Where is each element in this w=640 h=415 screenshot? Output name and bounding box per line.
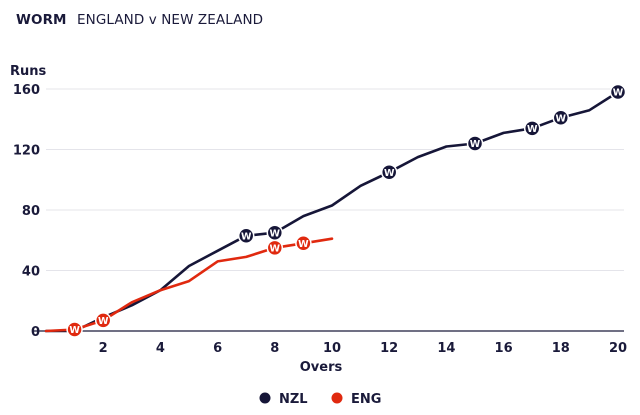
wicket-marker-circle bbox=[266, 239, 284, 257]
x-tick-label-18: 18 bbox=[552, 341, 570, 356]
wicket-marker-circle bbox=[523, 120, 541, 137]
x-tick-label-12: 12 bbox=[380, 341, 398, 356]
wicket-marker-circle bbox=[380, 163, 398, 181]
wicket-marker-label: W bbox=[270, 228, 281, 239]
legend-item-nzl: NZL bbox=[259, 392, 308, 407]
grid-lines bbox=[46, 88, 624, 271]
wicket-marker-label: W bbox=[613, 88, 624, 99]
x-tick-label-6: 6 bbox=[213, 341, 222, 356]
x-tick-label-20: 20 bbox=[609, 341, 627, 356]
wicket-marker-eng-over-8: W bbox=[266, 239, 284, 257]
y-tick-label-80: 80 bbox=[22, 204, 40, 219]
chart-title: WORM bbox=[16, 12, 67, 28]
legend-swatch-eng bbox=[331, 392, 343, 404]
y-tick-label-120: 120 bbox=[13, 144, 40, 159]
x-axis-label: Overs bbox=[300, 360, 343, 375]
y-axis-label: Runs bbox=[10, 64, 47, 79]
wicket-marker-label: W bbox=[527, 124, 538, 135]
wicket-marker-label: W bbox=[241, 231, 252, 242]
x-tick-label-8: 8 bbox=[270, 341, 279, 356]
legend: NZL ENG bbox=[259, 392, 381, 407]
wicket-marker-eng-over-1: W bbox=[66, 321, 83, 338]
wicket-marker-circle bbox=[552, 109, 570, 126]
legend-item-eng: ENG bbox=[331, 392, 381, 407]
wicket-marker-nzl-over-17: W bbox=[523, 120, 541, 137]
wicket-marker-label: W bbox=[270, 243, 281, 254]
x-tick-label-10: 10 bbox=[323, 341, 341, 356]
legend-label-nzl: NZL bbox=[279, 392, 308, 407]
wicket-marker-circle bbox=[609, 83, 627, 101]
series-line-nzl bbox=[44, 90, 620, 333]
wicket-marker-circle bbox=[237, 227, 255, 244]
wicket-marker-label: W bbox=[298, 239, 309, 250]
wicket-marker-circle bbox=[66, 321, 83, 338]
wicket-marker-label: W bbox=[470, 139, 481, 150]
series-line-eng bbox=[44, 237, 334, 333]
x-tick-label-16: 16 bbox=[495, 341, 513, 356]
wicket-marker-eng-over-2: W bbox=[94, 312, 112, 329]
wicket-marker-nzl-over-7: W bbox=[237, 227, 255, 244]
chart-header: WORM ENGLAND v NEW ZEALAND bbox=[16, 12, 263, 28]
wicket-marker-nzl-over-15: W bbox=[466, 135, 484, 152]
y-tick-label-0: 0 bbox=[31, 325, 40, 340]
wicket-marker-nzl-over-8: W bbox=[266, 224, 284, 241]
wicket-marker-nzl-over-18: W bbox=[552, 109, 570, 126]
series-lines bbox=[44, 90, 620, 333]
wicket-marker-nzl-over-12: W bbox=[380, 163, 398, 181]
wicket-marker-circle bbox=[295, 235, 312, 252]
wicket-marker-circle bbox=[466, 135, 484, 152]
legend-swatch-nzl bbox=[259, 392, 271, 404]
chart-subtitle: ENGLAND v NEW ZEALAND bbox=[77, 12, 264, 28]
wicket-marker-label: W bbox=[98, 316, 109, 327]
wicket-marker-label: W bbox=[556, 113, 567, 124]
y-tick-label-40: 40 bbox=[22, 265, 40, 280]
y-tick-label-160: 160 bbox=[13, 83, 40, 98]
axes: 0 40 80 120 160 2 4 6 8 10 12 14 16 18 20 Runs Overs bbox=[10, 64, 627, 375]
wicket-marker-label: W bbox=[384, 168, 395, 179]
x-tick-label-14: 14 bbox=[437, 341, 455, 356]
wicket-marker-label: W bbox=[69, 325, 80, 336]
wicket-marker-circle bbox=[94, 312, 112, 329]
x-tick-label-4: 4 bbox=[156, 341, 165, 356]
wicket-marker-nzl-over-20: W bbox=[609, 83, 627, 101]
wicket-marker-eng-over-9: W bbox=[295, 235, 312, 252]
x-tick-label-2: 2 bbox=[99, 341, 108, 356]
legend-label-eng: ENG bbox=[351, 392, 381, 407]
